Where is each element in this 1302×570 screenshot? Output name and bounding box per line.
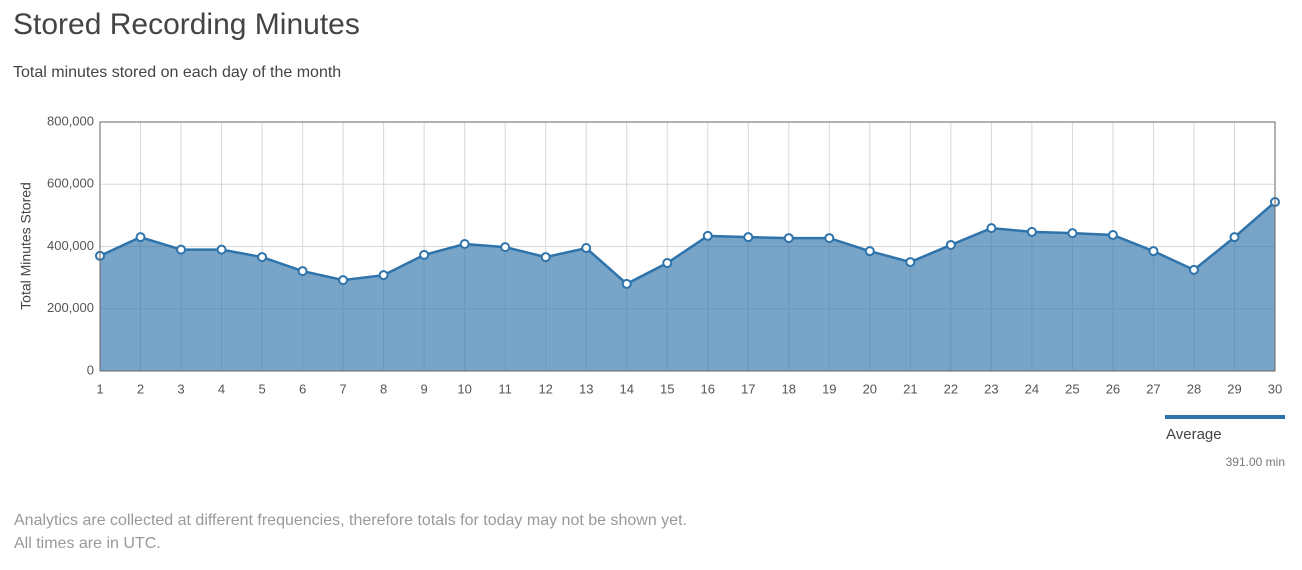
x-tick-label: 28 (1187, 381, 1201, 396)
x-tick-label: 23 (984, 381, 998, 396)
x-tick-label: 15 (660, 381, 674, 396)
x-tick-label: 20 (863, 381, 877, 396)
x-tick-label: 13 (579, 381, 593, 396)
y-tick-label: 800,000 (47, 113, 94, 128)
x-tick-label: 9 (421, 381, 428, 396)
legend-label: Average (1166, 426, 1222, 443)
x-tick-label: 17 (741, 381, 755, 396)
x-tick-label: 5 (258, 381, 265, 396)
x-tick-label: 24 (1025, 381, 1039, 396)
point (824, 233, 835, 244)
x-tick-label: 3 (177, 381, 184, 396)
point (378, 270, 389, 281)
footnote: Analytics are collected at different fre… (14, 512, 687, 529)
point (783, 233, 794, 244)
y-tick-label: 400,000 (47, 238, 94, 253)
x-tick-label: 12 (538, 381, 552, 396)
point (176, 244, 187, 255)
point (540, 252, 551, 263)
x-tick-label: 10 (457, 381, 471, 396)
point (257, 252, 268, 263)
y-axis-label: Total Minutes Stored (18, 182, 34, 310)
chart-title: Stored Recording Minutes (13, 8, 360, 41)
area (100, 201, 1275, 371)
plot-frame (99, 121, 1276, 372)
x-tick-label: 21 (903, 381, 917, 396)
x-tick-label: 16 (701, 381, 715, 396)
point (905, 257, 916, 268)
x-tick-label: 2 (137, 381, 144, 396)
x-tick-label: 27 (1146, 381, 1160, 396)
chart-subtitle: Total minutes stored on each day of the … (13, 64, 341, 81)
point (945, 239, 956, 250)
point (662, 257, 673, 268)
x-tick-label: 22 (944, 381, 958, 396)
x-tick-label: 19 (822, 381, 836, 396)
point (500, 242, 511, 253)
x-tick-label: 11 (498, 381, 512, 396)
y-tick-label: 0 (87, 362, 94, 377)
point (459, 239, 470, 250)
point (743, 232, 754, 243)
x-tick-label: 8 (380, 381, 387, 396)
point (986, 223, 997, 234)
point (864, 246, 875, 257)
x-tick-label: 6 (299, 381, 306, 396)
point (1188, 264, 1199, 275)
x-tick-label: 29 (1227, 381, 1241, 396)
point (1026, 226, 1037, 237)
y-tick-label: 200,000 (47, 300, 94, 315)
point (419, 249, 430, 260)
point (338, 275, 349, 286)
point (1107, 229, 1118, 240)
legend-value: 391.00 min (1226, 455, 1285, 469)
point (1067, 228, 1078, 239)
point (702, 230, 713, 241)
point (135, 232, 146, 243)
footnote: All times are in UTC. (14, 535, 161, 552)
x-tick-label: 7 (339, 381, 346, 396)
x-tick-label: 1 (96, 381, 103, 396)
x-tick-label: 26 (1106, 381, 1120, 396)
point (1229, 232, 1240, 243)
x-tick-label: 4 (218, 381, 225, 396)
point (216, 244, 227, 255)
point (297, 266, 308, 277)
x-tick-label: 18 (782, 381, 796, 396)
x-tick-label: 25 (1065, 381, 1079, 396)
y-tick-label: 600,000 (47, 176, 94, 191)
point (1148, 246, 1159, 257)
x-tick-label: 30 (1268, 381, 1282, 396)
point (621, 278, 632, 289)
point (581, 243, 592, 254)
line (99, 201, 1276, 286)
legend: Average 391.00 min (1165, 415, 1285, 469)
x-tick-label: 14 (619, 381, 633, 396)
